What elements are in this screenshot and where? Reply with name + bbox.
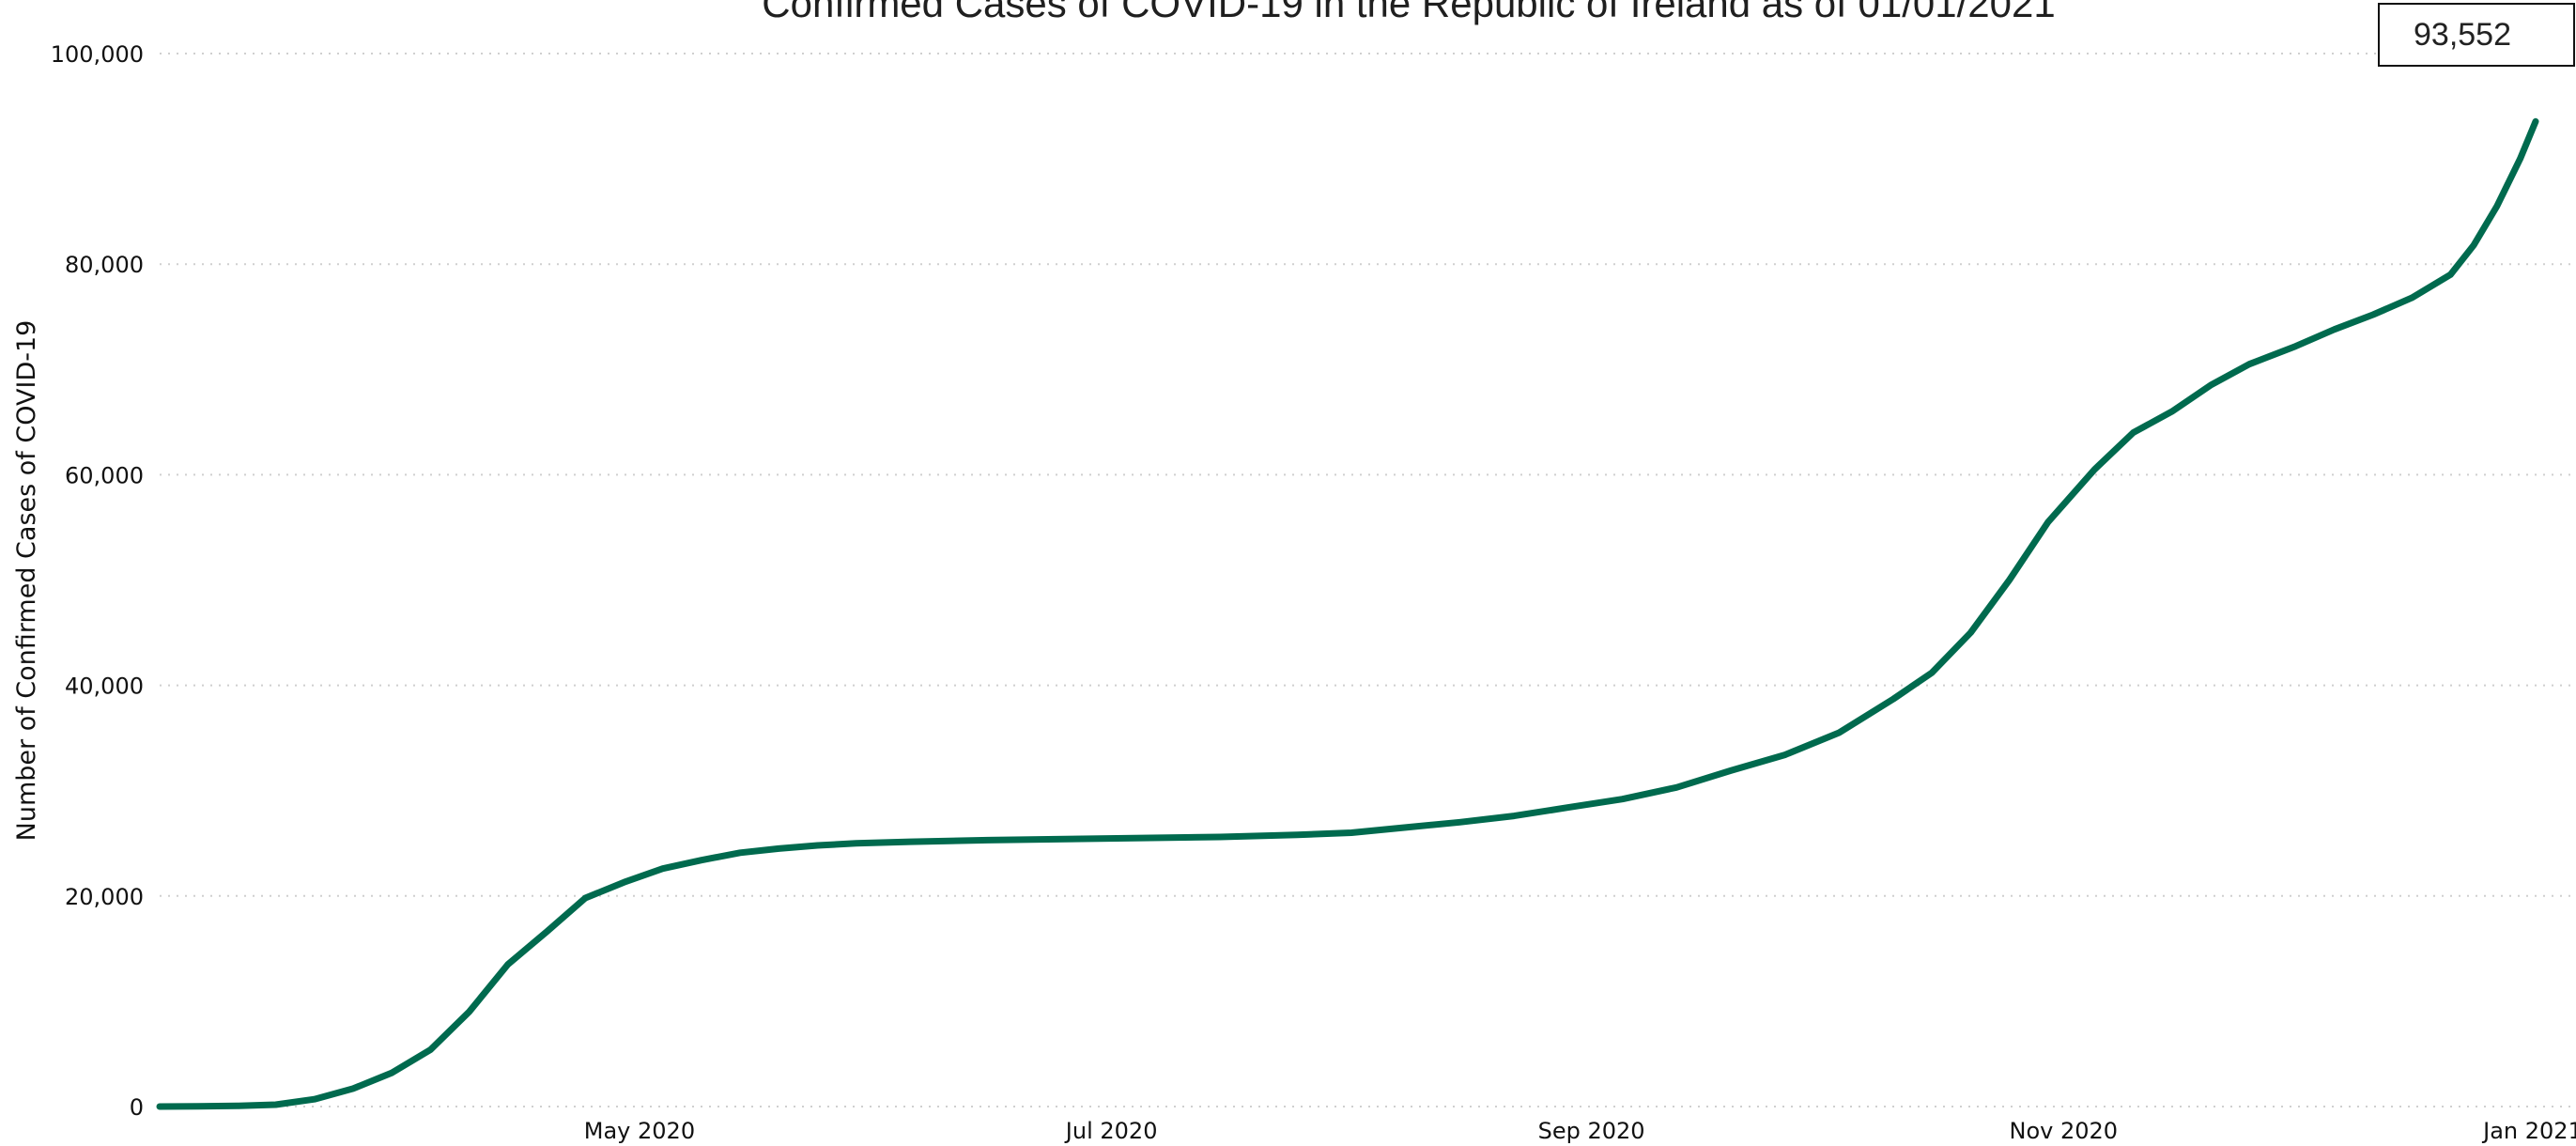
end-value-callout: 93,552 bbox=[2378, 3, 2575, 67]
x-tick-label: May 2020 bbox=[584, 1118, 695, 1144]
y-tick-label: 80,000 bbox=[65, 252, 144, 278]
y-tick-label: 0 bbox=[130, 1094, 144, 1121]
y-tick-label: 40,000 bbox=[65, 674, 144, 700]
y-tick-label: 100,000 bbox=[51, 41, 144, 68]
y-axis-ticks: 0 20,000 40,000 60,000 80,000 100,000 bbox=[51, 41, 144, 1121]
chart-title: Confirmed Cases of COVID-19 in the Repub… bbox=[762, 0, 2055, 25]
end-value-label: 93,552 bbox=[2414, 17, 2511, 53]
y-axis-label: Number of Confirmed Cases of COVID-19 bbox=[12, 320, 41, 842]
x-tick-label: Nov 2020 bbox=[2010, 1118, 2119, 1144]
end-value-box bbox=[2378, 3, 2575, 67]
x-axis-ticks: May 2020 Jul 2020 Sep 2020 Nov 2020 Jan 2021 bbox=[584, 1118, 2576, 1144]
x-tick-label: Jan 2021 bbox=[2481, 1118, 2576, 1144]
series-layer bbox=[156, 117, 2539, 1110]
x-tick-label: Sep 2020 bbox=[1538, 1118, 1645, 1144]
y-tick-label: 60,000 bbox=[65, 462, 144, 488]
x-tick-label: Jul 2020 bbox=[1064, 1118, 1158, 1144]
series-line bbox=[156, 117, 2539, 1110]
y-tick-label: 20,000 bbox=[65, 884, 144, 910]
